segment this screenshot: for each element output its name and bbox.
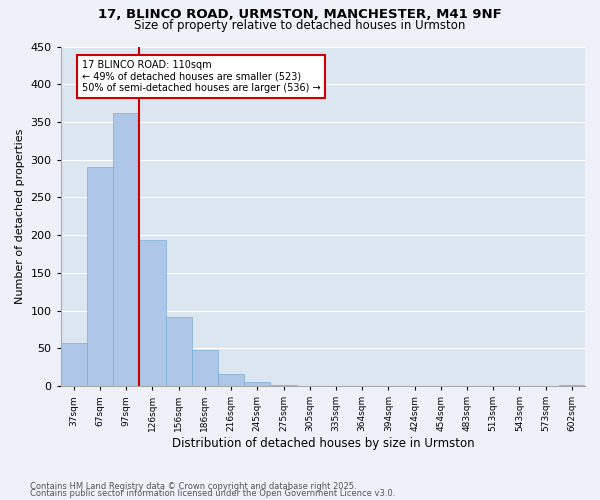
- Text: 17 BLINCO ROAD: 110sqm
← 49% of detached houses are smaller (523)
50% of semi-de: 17 BLINCO ROAD: 110sqm ← 49% of detached…: [82, 60, 320, 94]
- Text: Contains HM Land Registry data © Crown copyright and database right 2025.: Contains HM Land Registry data © Crown c…: [30, 482, 356, 491]
- Bar: [166, 316, 192, 386]
- Bar: [87, 167, 113, 386]
- X-axis label: Distribution of detached houses by size in Urmston: Distribution of detached houses by size …: [172, 437, 474, 450]
- Text: Contains public sector information licensed under the Open Government Licence v3: Contains public sector information licen…: [30, 489, 395, 498]
- Text: Size of property relative to detached houses in Urmston: Size of property relative to detached ho…: [134, 19, 466, 32]
- Bar: [218, 374, 244, 386]
- Bar: [139, 240, 166, 386]
- Bar: [113, 113, 139, 386]
- Bar: [192, 350, 218, 386]
- Y-axis label: Number of detached properties: Number of detached properties: [15, 128, 25, 304]
- Bar: [244, 382, 271, 386]
- Text: 17, BLINCO ROAD, URMSTON, MANCHESTER, M41 9NF: 17, BLINCO ROAD, URMSTON, MANCHESTER, M4…: [98, 8, 502, 20]
- Bar: [61, 343, 87, 386]
